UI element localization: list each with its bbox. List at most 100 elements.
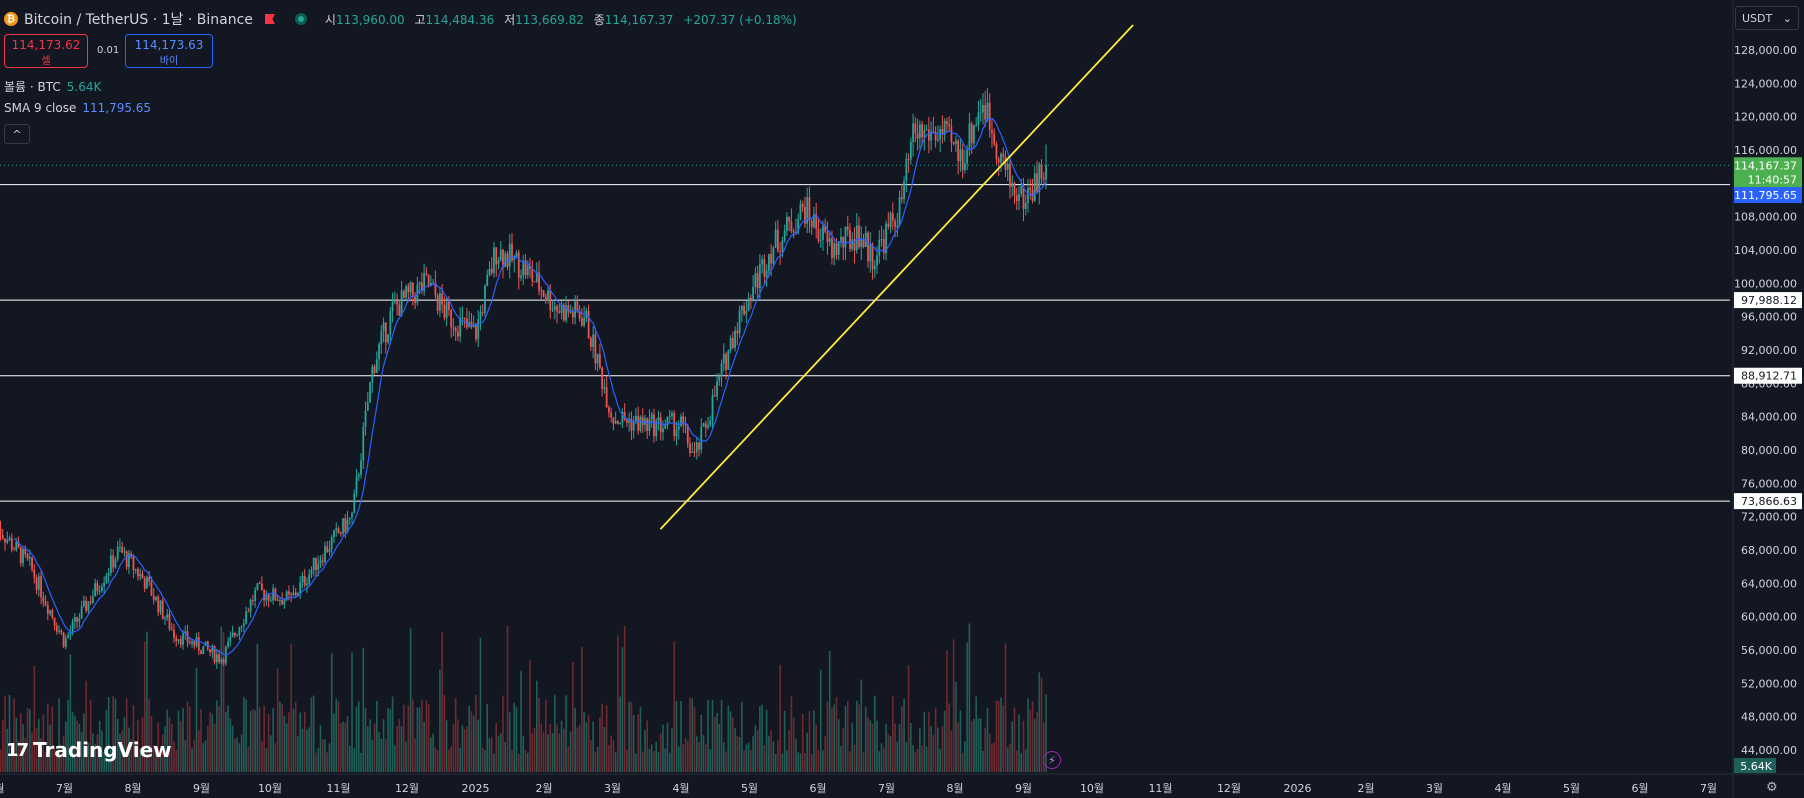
volume-bar bbox=[143, 641, 146, 772]
candle-body bbox=[294, 592, 297, 596]
volume-bar bbox=[603, 726, 606, 772]
candle-body bbox=[37, 576, 40, 590]
candle-body bbox=[592, 334, 595, 347]
volume-bar bbox=[704, 744, 707, 772]
candle-body bbox=[240, 626, 243, 628]
volume-bar bbox=[991, 743, 993, 772]
volume-bar bbox=[240, 734, 243, 772]
candle-body bbox=[882, 239, 885, 254]
volume-bar bbox=[653, 750, 655, 772]
volume-bar bbox=[846, 700, 849, 772]
volume-bar bbox=[369, 719, 371, 772]
candle-body bbox=[425, 273, 428, 275]
candle-body bbox=[504, 253, 507, 267]
volume-bar bbox=[756, 730, 759, 772]
volume-bar bbox=[626, 749, 628, 772]
chevron-up-icon[interactable]: ^ bbox=[4, 124, 30, 144]
volume-bar bbox=[907, 665, 910, 772]
candle-body bbox=[64, 637, 67, 647]
volume-bar bbox=[605, 705, 608, 772]
candle-body bbox=[831, 238, 833, 258]
volume-bar bbox=[493, 753, 495, 772]
volume-bar bbox=[152, 745, 155, 772]
flag-icon[interactable] bbox=[264, 14, 275, 24]
volume-bar bbox=[968, 623, 971, 772]
candle-body bbox=[306, 583, 308, 586]
volume-indicator-legend[interactable]: 볼륨 · BTC 5.64K bbox=[4, 80, 102, 94]
candle-body bbox=[28, 557, 31, 559]
candle-body bbox=[82, 600, 85, 607]
candle-body bbox=[197, 637, 200, 651]
candle-body bbox=[470, 321, 473, 328]
candle-body bbox=[89, 601, 92, 603]
volume-bar bbox=[62, 735, 65, 772]
volume-bar bbox=[801, 713, 804, 772]
x-axis-tick-label: 11월 bbox=[1148, 782, 1172, 795]
volume-bar bbox=[333, 713, 335, 772]
candle-body bbox=[472, 324, 475, 328]
y-axis-tick-label: 68,000.00 bbox=[1741, 544, 1797, 557]
volume-bar bbox=[351, 652, 353, 772]
symbol-title[interactable]: Bitcoin / TetherUS · 1날 · Binance bbox=[24, 12, 253, 28]
volume-bar bbox=[267, 713, 270, 772]
volume-bar bbox=[515, 707, 518, 772]
candle-body bbox=[822, 225, 824, 241]
volume-bar bbox=[975, 696, 977, 772]
candle-body bbox=[148, 576, 151, 582]
x-axis-tick-label: 9월 bbox=[193, 782, 210, 795]
settings-icon[interactable]: ⚙ bbox=[1766, 780, 1778, 795]
volume-bar bbox=[195, 667, 198, 772]
tradingview-mark-icon: 17 bbox=[6, 739, 29, 761]
candle-body bbox=[366, 402, 369, 411]
volume-bar bbox=[894, 723, 896, 772]
volume-bar bbox=[594, 751, 597, 772]
volume-bar bbox=[463, 729, 466, 772]
buy-button[interactable]: 114,173.63 바이 bbox=[125, 34, 213, 68]
candle-body bbox=[461, 317, 464, 319]
lightning-icon[interactable]: ⚡ bbox=[1043, 751, 1061, 769]
candle-body bbox=[964, 163, 966, 170]
candle-body bbox=[790, 221, 793, 232]
volume-bar bbox=[662, 724, 664, 772]
volume-bar bbox=[673, 641, 676, 772]
volume-bar bbox=[815, 724, 817, 772]
sma-indicator-legend[interactable]: SMA 9 close 111,795.65 bbox=[4, 101, 152, 115]
candle-body bbox=[211, 645, 214, 653]
sell-button[interactable]: 114,173.62 셀 bbox=[4, 34, 88, 68]
volume-bar bbox=[308, 727, 311, 772]
volume-bar bbox=[867, 716, 869, 772]
candle-body bbox=[98, 591, 101, 593]
volume-bar bbox=[837, 719, 840, 772]
volume-bar bbox=[569, 731, 572, 772]
candle-body bbox=[168, 614, 171, 630]
x-axis-tick-label: 9월 bbox=[1015, 782, 1032, 795]
candle-body bbox=[538, 272, 540, 291]
candle-body bbox=[955, 140, 957, 144]
candle-body bbox=[925, 129, 928, 131]
candle-body bbox=[69, 631, 72, 636]
candle-body bbox=[736, 330, 739, 334]
volume-bar bbox=[69, 654, 72, 772]
candle-body bbox=[767, 253, 770, 271]
volume-bar bbox=[403, 704, 405, 772]
candle-body bbox=[353, 493, 356, 513]
bitcoin-icon: ₿ bbox=[4, 12, 18, 26]
volume-bar bbox=[916, 749, 919, 772]
candle-body bbox=[346, 519, 349, 533]
candle-body bbox=[655, 420, 658, 437]
volume-bar bbox=[950, 730, 953, 772]
volume-bar bbox=[964, 741, 966, 772]
candle-body bbox=[517, 252, 520, 278]
volume-bar bbox=[477, 719, 480, 772]
candle-body bbox=[375, 359, 378, 373]
candle-body bbox=[204, 641, 207, 647]
volume-bar bbox=[831, 707, 833, 772]
candle-body bbox=[1024, 202, 1027, 209]
volume-bar bbox=[274, 743, 277, 772]
candle-body bbox=[191, 641, 193, 644]
trend-line bbox=[659, 24, 1134, 530]
volume-bar bbox=[303, 711, 306, 772]
currency-select[interactable]: USDT ⌄ bbox=[1735, 6, 1799, 30]
candle-body bbox=[716, 381, 718, 397]
